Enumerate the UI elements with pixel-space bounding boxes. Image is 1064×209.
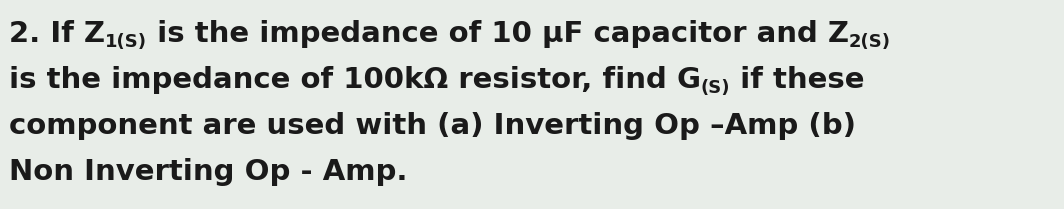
Text: if these: if these [730, 66, 865, 94]
Text: component are used with (a) Inverting Op –Amp (b): component are used with (a) Inverting Op… [9, 112, 855, 140]
Text: 2(S): 2(S) [848, 33, 891, 51]
Text: is the impedance of 10 μF capacitor and Z: is the impedance of 10 μF capacitor and … [147, 20, 848, 48]
Text: Non Inverting Op - Amp.: Non Inverting Op - Amp. [9, 158, 408, 186]
Text: 1(S): 1(S) [104, 33, 147, 51]
Text: (S): (S) [700, 79, 730, 97]
Text: is the impedance of 100kΩ resistor, find G: is the impedance of 100kΩ resistor, find… [9, 66, 700, 94]
Text: 2. If Z: 2. If Z [9, 20, 104, 48]
